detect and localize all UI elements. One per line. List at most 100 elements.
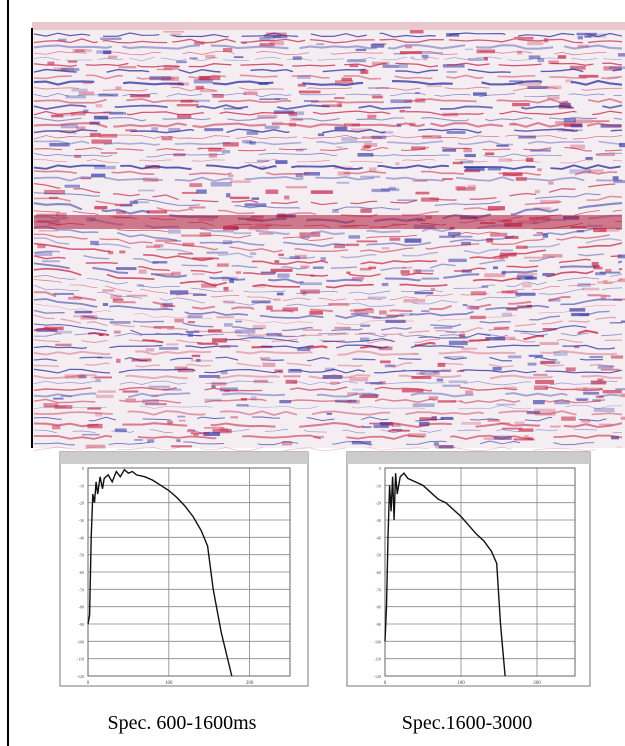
seismic-speckle xyxy=(419,421,430,427)
seismic-speckle xyxy=(336,146,343,149)
seismic-speckle xyxy=(513,438,535,441)
seismic-speckle xyxy=(65,95,86,99)
seismic-speckle xyxy=(575,387,587,390)
seismic-speckle xyxy=(155,239,177,242)
seismic-speckle xyxy=(37,244,46,249)
seismic-header xyxy=(32,22,625,30)
seismic-speckle xyxy=(357,153,374,157)
seismic-speckle xyxy=(95,104,103,108)
seismic-speckle xyxy=(459,333,465,338)
seismic-speckle xyxy=(528,55,541,60)
seismic-speckle xyxy=(283,375,301,378)
x-tick-label: 200 xyxy=(533,681,541,686)
seismic-speckle xyxy=(527,437,533,440)
seismic-speckle xyxy=(400,270,410,274)
seismic-speckle xyxy=(55,343,72,347)
seismic-speckle xyxy=(236,404,249,407)
seismic-speckle xyxy=(151,127,158,132)
seismic-speckle xyxy=(593,264,600,269)
seismic-speckle xyxy=(300,289,320,294)
seismic-speckle xyxy=(189,183,203,188)
seismic-speckle xyxy=(456,187,476,191)
seismic-speckle xyxy=(201,283,217,288)
seismic-speckle xyxy=(526,410,540,415)
seismic-reflector xyxy=(33,214,623,236)
seismic-speckle xyxy=(405,45,413,49)
y-tick-label: -100 xyxy=(374,639,381,644)
spectrum-chart: -120-110-100-90-80-70-60-50-40-30-20-100… xyxy=(59,451,309,687)
seismic-speckle xyxy=(43,403,59,407)
seismic-speckle xyxy=(91,173,106,178)
seismic-reflector xyxy=(33,74,623,80)
seismic-speckle xyxy=(577,36,583,40)
seismic-speckle xyxy=(198,375,220,378)
seismic-speckle xyxy=(260,271,277,274)
seismic-speckle xyxy=(595,272,606,276)
seismic-speckle xyxy=(59,130,76,133)
y-tick-label: -10 xyxy=(376,483,381,488)
seismic-speckle xyxy=(542,233,549,238)
y-tick-label: -120 xyxy=(77,674,84,679)
seismic-speckle xyxy=(265,189,279,194)
seismic-reflector xyxy=(33,356,623,362)
seismic-speckle xyxy=(162,388,182,391)
seismic-speckle xyxy=(70,112,86,116)
seismic-speckle xyxy=(407,433,427,438)
seismic-speckle xyxy=(515,292,536,296)
seismic-speckle xyxy=(279,371,284,374)
seismic-speckle xyxy=(350,312,369,315)
seismic-reflector xyxy=(33,380,623,386)
seismic-speckle xyxy=(347,392,358,396)
seismic-speckle xyxy=(204,426,225,429)
seismic-speckle xyxy=(256,159,269,163)
seismic-speckle xyxy=(230,416,238,419)
seismic-speckle xyxy=(452,235,473,238)
seismic-speckle xyxy=(168,127,181,132)
seismic-reflector xyxy=(33,68,623,74)
seismic-speckle xyxy=(620,416,625,420)
seismic-speckle xyxy=(208,153,218,158)
seismic-speckle xyxy=(522,283,532,288)
seismic-speckle xyxy=(216,316,234,319)
seismic-speckle xyxy=(113,330,121,334)
seismic-speckle xyxy=(470,291,487,296)
seismic-speckle xyxy=(608,66,625,69)
seismic-speckle xyxy=(612,176,619,180)
seismic-speckle xyxy=(381,131,394,134)
seismic-speckle xyxy=(554,400,570,405)
seismic-speckle xyxy=(362,136,383,139)
seismic-reflector xyxy=(33,176,623,182)
seismic-speckle xyxy=(274,97,288,100)
seismic-speckle xyxy=(575,397,589,401)
seismic-speckle xyxy=(199,89,218,93)
seismic-speckle xyxy=(80,177,92,180)
seismic-speckle xyxy=(413,352,419,356)
seismic-speckle xyxy=(563,118,577,123)
seismic-speckle xyxy=(174,366,188,371)
seismic-speckle xyxy=(235,271,242,274)
seismic-speckle xyxy=(229,278,235,284)
seismic-speckle xyxy=(346,243,360,247)
y-tick-label: -90 xyxy=(376,622,381,627)
seismic-speckle xyxy=(410,56,415,59)
seismic-speckle xyxy=(518,135,536,139)
seismic-speckle xyxy=(60,395,73,397)
seismic-speckle xyxy=(484,273,505,278)
seismic-speckle xyxy=(592,120,610,123)
seismic-speckle xyxy=(169,33,182,37)
seismic-speckle xyxy=(153,244,164,248)
seismic-speckle xyxy=(364,142,378,147)
seismic-speckle xyxy=(233,56,244,59)
seismic-speckle xyxy=(436,378,444,382)
y-tick-label: -40 xyxy=(376,535,381,540)
seismic-speckle xyxy=(95,394,114,399)
seismic-speckle xyxy=(591,261,599,267)
seismic-speckle xyxy=(64,374,86,379)
seismic-speckle xyxy=(442,64,465,68)
seismic-speckle xyxy=(166,343,179,346)
seismic-speckle xyxy=(584,35,592,38)
seismic-speckle xyxy=(433,442,439,446)
seismic-speckle xyxy=(160,304,168,309)
seismic-speckle xyxy=(371,61,390,66)
seismic-reflector xyxy=(33,164,623,170)
